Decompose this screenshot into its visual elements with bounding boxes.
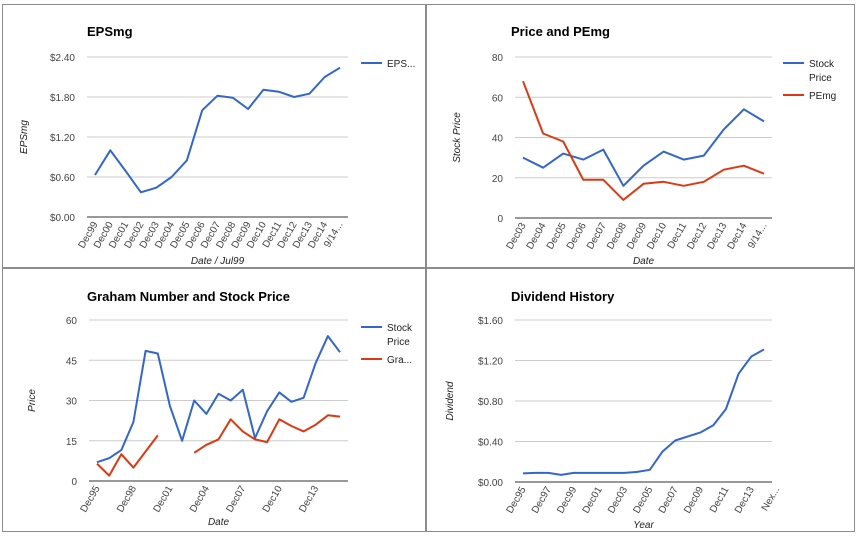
legend-label: Stock	[809, 59, 835, 70]
chart-2-svg: Graham Number and Stock Price 0 15 30 45 60 De…	[27, 289, 413, 528]
y-tick-label: $2.40	[50, 53, 75, 64]
y-tick-label: $0.60	[50, 173, 75, 184]
dividend-chart-panel: Dividend History $0.00 $0.40 $0.80 $1.20 $1.6…	[426, 268, 855, 532]
y-tick-label: $0.40	[478, 438, 503, 449]
graham-chart-panel: Graham Number and Stock Price 0 15 30 45 60 De…	[2, 268, 426, 532]
x-tick-label: Dec13	[733, 485, 757, 516]
series-line-primary	[94, 66, 341, 194]
y-tick-label: 40	[492, 134, 504, 145]
series-line-primary	[522, 108, 765, 187]
series-line-primary	[522, 348, 765, 476]
x-tick-label: Dec11	[708, 485, 732, 515]
x-tick-label: Dec95	[505, 485, 529, 516]
x-axis-title: Date	[633, 256, 655, 267]
x-tick-label: Dec09	[682, 485, 706, 516]
y-axis-title: Dividend	[445, 381, 456, 420]
y-tick-label: $0.80	[478, 397, 503, 408]
series-line-secondary	[193, 414, 341, 454]
x-tick-label: Dec97	[530, 485, 554, 516]
x-tick-label: Dec01	[152, 484, 176, 515]
y-tick-label: 0	[497, 214, 503, 225]
y-axis-title: Price	[27, 389, 38, 412]
x-tick-label: Dec07	[224, 484, 248, 515]
chart-3-svg: Dividend History $0.00 $0.40 $0.80 $1.20 $1.6…	[445, 289, 783, 531]
x-axis-title: Date / Jul99	[191, 256, 245, 267]
chart-1-svg: Price and PEmg020406080Dec03Dec04Dec05De…	[452, 24, 836, 267]
x-tick-label: Nex...	[760, 485, 783, 513]
legend-label: Price	[809, 73, 832, 84]
x-tick-label: Dec98	[115, 484, 139, 515]
series-line-primary	[96, 335, 341, 464]
x-axis-title: Year	[633, 520, 654, 531]
y-tick-label: $1.80	[50, 93, 75, 104]
x-tick-label: Dec07	[657, 485, 681, 516]
y-tick-label: 60	[492, 93, 504, 104]
x-tick-label: Dec01	[581, 485, 605, 516]
legend-label: Stock	[387, 323, 413, 334]
x-tick-label: Dec04	[188, 484, 212, 515]
price-pe-chart-panel: Price and PEmg 0 20 40 60 80 Dec03 Dec04 Dec05 De…	[426, 4, 855, 268]
chart-title: Graham Number and Stock Price	[87, 289, 290, 304]
y-axis-title: EPSmg	[19, 120, 30, 154]
x-tick-label: Dec03	[606, 485, 630, 516]
chart-title: Price and PEmg	[511, 24, 610, 39]
y-tick-label: 80	[492, 53, 504, 64]
series-line-secondary	[96, 434, 159, 477]
legend-label: Gra...	[387, 355, 412, 366]
y-tick-label: $0.00	[50, 213, 75, 224]
y-tick-label: $1.60	[478, 316, 503, 327]
y-tick-label: 15	[66, 437, 78, 448]
series-line-secondary	[522, 80, 765, 201]
eps-chart-panel: EPSmg $0.00 $0.60 $1.20 $1.80 $2.40 Dec99 Dec00…	[2, 4, 426, 268]
y-tick-label: 0	[71, 477, 77, 488]
y-axis-title: Stock Price	[452, 112, 463, 163]
x-tick-label: Dec10	[645, 221, 669, 252]
y-tick-label: $1.20	[50, 133, 75, 144]
x-axis-title: Date	[208, 517, 230, 528]
y-tick-label: 45	[66, 356, 78, 367]
x-tick-label: Dec95	[79, 484, 103, 515]
legend-label: Price	[387, 337, 410, 348]
legend-label: EPS...	[387, 59, 415, 70]
x-tick-label: 9/14...	[746, 221, 769, 251]
chart-0-svg: EPSmg$0.00$0.60$1.20$1.80$2.40Dec99Dec00…	[19, 24, 415, 267]
x-tick-label: Dec14	[726, 221, 750, 252]
x-tick-label: Dec05	[631, 485, 655, 516]
y-tick-label: 60	[66, 316, 78, 327]
legend-label: PEmg	[809, 91, 836, 102]
y-tick-label: $0.00	[478, 478, 503, 489]
chart-title: Dividend History	[511, 289, 615, 304]
x-tick-label: Dec10	[261, 484, 285, 515]
y-tick-label: 30	[66, 397, 78, 408]
y-tick-label: 20	[492, 174, 504, 185]
x-tick-label: Dec13	[297, 484, 321, 515]
x-tick-label: Dec99	[555, 485, 579, 516]
y-tick-label: $1.20	[478, 357, 503, 368]
chart-title: EPSmg	[87, 24, 133, 39]
